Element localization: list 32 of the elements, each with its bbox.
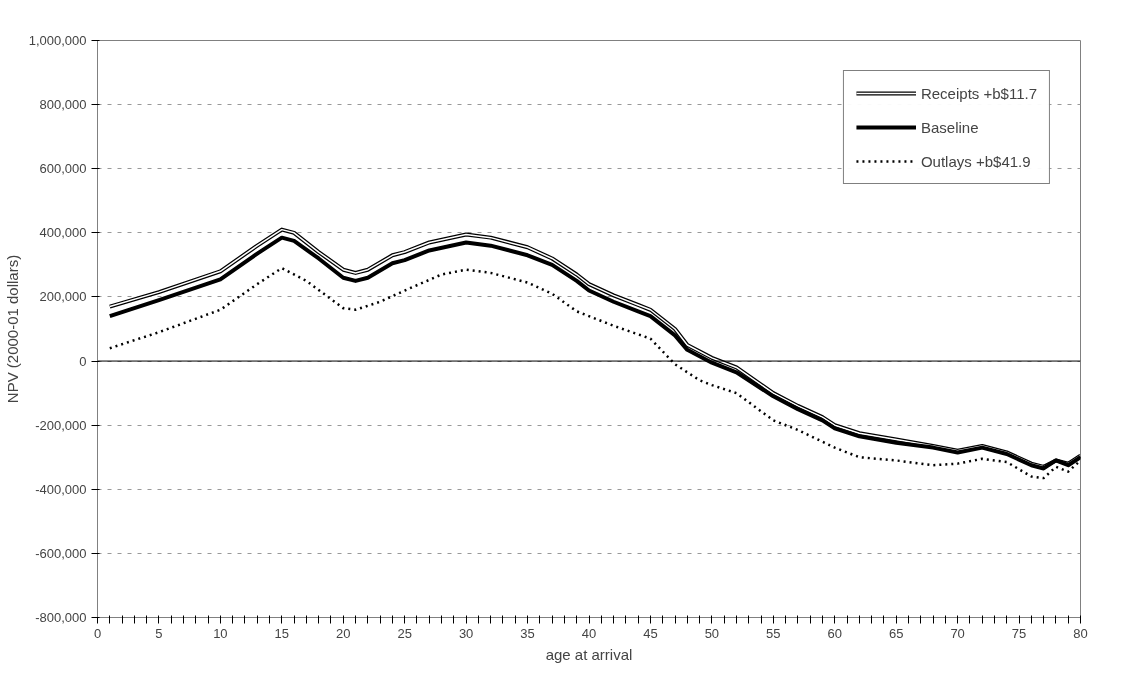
x-tick-label: 40 xyxy=(581,625,597,641)
x-tick-label: 15 xyxy=(274,625,290,641)
x-tick-label: 50 xyxy=(704,625,720,641)
x-tick-label: 20 xyxy=(336,625,351,641)
x-axis-title: age at arrival xyxy=(545,645,633,663)
y-tick-label: -400,000 xyxy=(35,481,87,497)
y-tick-label: 800,000 xyxy=(39,97,87,113)
x-tick-label: 5 xyxy=(155,625,163,641)
y-tick-label: 600,000 xyxy=(39,161,87,177)
x-tick-label: 60 xyxy=(827,625,842,641)
x-tick-label: 35 xyxy=(520,625,535,641)
legend-label: Outlays +b$41.9 xyxy=(920,152,1031,170)
y-tick-label: 1,000,000 xyxy=(28,33,87,48)
y-tick-label: -200,000 xyxy=(35,417,87,433)
x-tick-label: 0 xyxy=(93,625,102,641)
y-tick-label: 0 xyxy=(79,353,87,369)
legend-label: Receipts +b$11.7 xyxy=(920,84,1037,102)
x-tick-label: 45 xyxy=(643,625,658,641)
x-tick-label: 70 xyxy=(950,625,965,641)
x-tick-label: 25 xyxy=(397,625,412,641)
y-tick-label: 200,000 xyxy=(39,289,87,305)
x-tick-label: 75 xyxy=(1011,625,1027,641)
y-tick-label: 400,000 xyxy=(39,225,87,241)
y-tick-label: -600,000 xyxy=(35,545,87,561)
y-axis-title: NPV (2000-01 dollars) xyxy=(3,254,21,404)
x-tick-label: 65 xyxy=(888,625,904,641)
y-tick-label: -800,000 xyxy=(35,610,87,625)
x-tick-label: 30 xyxy=(458,625,474,641)
x-tick-label: 80 xyxy=(1073,625,1088,641)
legend-label: Baseline xyxy=(920,118,979,136)
x-tick-label: 10 xyxy=(213,625,228,641)
x-tick-label: 55 xyxy=(766,625,781,641)
